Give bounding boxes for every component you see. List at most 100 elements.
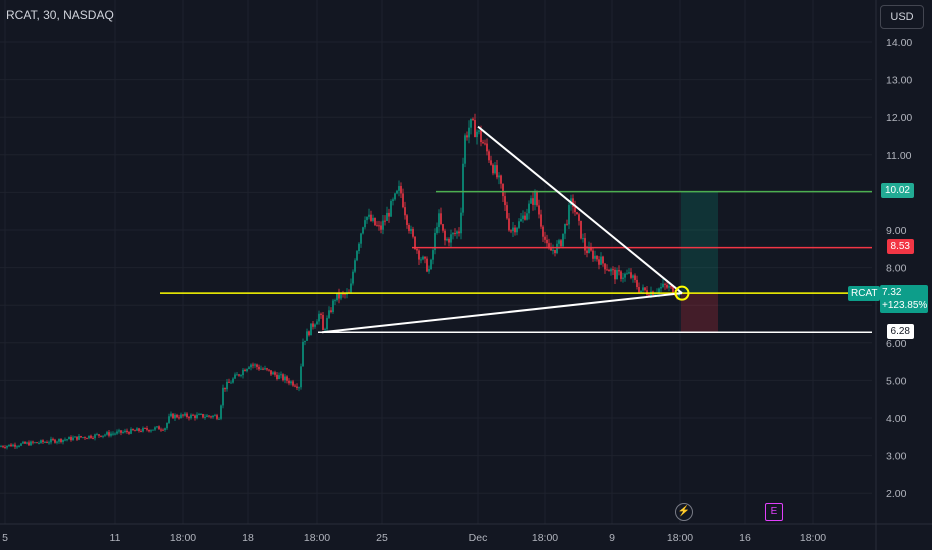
candle-body [394,193,396,200]
candle-body [554,249,556,254]
symbol-title[interactable]: RCAT, 30, NASDAQ [6,8,114,22]
candle-body [182,414,184,416]
candle-body [546,239,548,244]
candle-body [614,269,616,280]
candle-body [662,283,664,287]
candle-body [252,364,254,366]
candle-body [272,372,274,375]
candle-body [636,279,638,288]
candle-body [518,221,520,228]
candle-body [300,366,302,388]
candle-body [360,233,362,244]
candle-body [66,439,68,441]
candle-body [80,435,82,438]
candle-body [556,243,558,254]
candle-body [484,143,486,145]
candle-body [56,441,58,443]
candle-body [468,127,470,138]
breakout-marker [674,285,690,301]
candle-body [512,227,514,232]
candle-body [256,364,258,367]
candle-body [308,331,310,336]
candle-body [276,374,278,380]
candle-body [330,310,332,312]
candle-body [258,366,260,370]
candle-body [416,248,418,251]
candle-body [76,436,78,440]
candle-body [62,439,64,443]
candle-body [552,249,554,251]
candle-body [470,118,472,128]
candle-body [644,287,646,291]
candle-body [170,413,172,417]
candle-body [84,437,86,439]
candle-body [212,415,214,418]
candle-body [92,437,94,439]
candle-body [400,186,402,194]
lightning-icon[interactable]: ⚡ [675,503,693,521]
candle-body [424,256,426,259]
candle-body [612,269,614,271]
candle-body [550,248,552,251]
candle-body [540,214,542,227]
candle-body [280,374,282,376]
candle-body [464,135,466,164]
candle-body [430,259,432,270]
candle-body [500,175,502,184]
candle-body [342,293,344,295]
candle-body [472,118,474,121]
candle-body [402,193,404,208]
candle-body [628,272,630,274]
currency-button[interactable]: USD [880,5,924,29]
candle-body [274,372,276,375]
candle-body [218,418,220,420]
candle-body [138,428,140,431]
candle-body [384,220,386,222]
candle-body [380,225,382,230]
candle-body [70,436,72,441]
candle-body [160,429,162,431]
candle-body [350,283,352,293]
y-tick-label: 12.00 [886,112,912,124]
candle-body [100,435,102,437]
candle-body [146,428,148,430]
candle-body [534,191,536,205]
candle-body [196,414,198,419]
candle-body [574,206,576,213]
candle-body [214,415,216,417]
earnings-icon[interactable]: E [765,503,783,521]
candle-body [378,225,380,227]
candle-body [116,431,118,434]
candle-body [498,175,500,178]
candle-body [88,435,90,439]
candle-body [236,374,238,376]
last-price: 7.32 [882,287,902,298]
candle-body [514,227,516,233]
candle-body [10,444,12,447]
candle-body [626,273,628,275]
candle-body [374,217,376,226]
candle-body [24,441,26,444]
candle-body [406,215,408,225]
candle-body [460,212,462,234]
candle-body [600,256,602,265]
candle-body [616,270,618,280]
candle-body [164,428,166,431]
lower-trendline [321,292,683,334]
candle-body [126,430,128,433]
candle-body [396,190,398,194]
candle-body [670,286,672,288]
candle-body [266,368,268,370]
candle-body [580,220,582,239]
x-tick-label: 11 [110,532,121,544]
candle-body [310,323,312,336]
candle-body [176,414,178,418]
candle-body [382,220,384,230]
candle-body [344,293,346,295]
y-tick-label: 2.00 [886,488,907,500]
candle-body [544,236,546,240]
candle-body [124,430,126,432]
candle-body [414,236,416,249]
candle-body [42,440,44,443]
